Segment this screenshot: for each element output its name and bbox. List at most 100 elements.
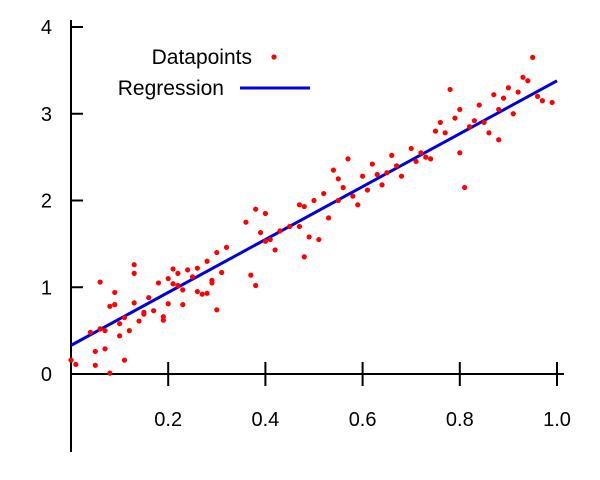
datapoint: [121, 357, 128, 363]
datapoint: [121, 315, 128, 321]
datapoint: [452, 115, 458, 121]
datapoint: [311, 197, 317, 204]
x-tick-label: 0.8: [446, 409, 474, 431]
y-ticks: 0 1 2 3 4: [41, 17, 83, 386]
datapoint: [267, 236, 273, 243]
datapoint: [442, 130, 448, 136]
datapoint: [539, 98, 546, 104]
datapoint: [515, 89, 521, 95]
datapoint: [296, 223, 303, 230]
datapoint: [306, 234, 312, 240]
x-tick-label: 0.4: [251, 409, 279, 431]
x-tick-label: 0.6: [349, 409, 377, 431]
x-tick-label: 1.0: [543, 409, 571, 431]
y-tick-label: 0: [41, 364, 52, 386]
datapoint: [408, 145, 414, 152]
datapoint: [462, 184, 468, 191]
datapoint: [248, 272, 254, 278]
datapoint: [204, 290, 210, 296]
datapoint: [384, 170, 390, 176]
datapoint: [180, 287, 186, 293]
datapoint: [68, 357, 74, 363]
datapoint: [165, 275, 171, 282]
datapoint: [379, 182, 385, 188]
datapoint: [97, 326, 103, 332]
datapoint: [496, 106, 502, 113]
datapoint: [530, 54, 536, 60]
datapoint: [466, 124, 473, 130]
datapoint: [117, 333, 123, 339]
datapoint: [136, 318, 142, 324]
datapoint: [199, 291, 205, 297]
datapoint: [151, 308, 157, 314]
datapoint: [243, 219, 249, 225]
datapoint: [301, 254, 307, 260]
datapoint: [165, 301, 171, 307]
datapoint: [180, 302, 186, 308]
datapoint: [131, 270, 137, 276]
datapoint: [262, 238, 268, 244]
datapoint: [131, 300, 137, 306]
datapoint: [170, 281, 176, 287]
legend: Datapoints Regression: [118, 46, 310, 100]
regression-layer: [70, 79, 558, 347]
datapoint: [437, 119, 443, 126]
datapoint: [394, 163, 400, 169]
datapoint: [369, 161, 375, 167]
datapoints-layer: [68, 54, 555, 376]
datapoint: [262, 210, 268, 217]
datapoint: [457, 150, 463, 156]
datapoint: [500, 95, 507, 101]
datapoint: [194, 265, 200, 271]
datapoint: [272, 247, 278, 253]
datapoint: [355, 202, 361, 208]
datapoint: [253, 206, 259, 212]
datapoint: [316, 236, 322, 243]
datapoint: [325, 215, 332, 221]
datapoint: [505, 85, 511, 91]
datapoint: [185, 267, 191, 273]
datapoint: [481, 119, 487, 126]
datapoint: [350, 193, 356, 199]
datapoint: [335, 176, 341, 182]
datapoint: [223, 244, 230, 250]
datapoint: [102, 346, 108, 352]
datapoint: [432, 128, 439, 134]
datapoint: [374, 171, 380, 178]
datapoint: [476, 102, 482, 108]
datapoint: [364, 187, 371, 193]
y-tick-label: 2: [41, 191, 52, 213]
datapoint: [496, 137, 502, 143]
datapoint: [277, 228, 283, 234]
datapoint: [423, 154, 429, 160]
datapoint: [209, 277, 215, 283]
datapoint: [175, 282, 181, 289]
regression-line: [70, 79, 558, 347]
datapoint: [413, 158, 419, 165]
datapoint: [97, 279, 103, 285]
datapoint: [321, 190, 327, 197]
x-ticks: 0.2 0.4 0.6 0.8 1.0: [154, 362, 571, 431]
datapoint: [287, 223, 293, 230]
legend-label-datapoints: Datapoints: [152, 46, 252, 69]
datapoint: [146, 295, 152, 301]
datapoint: [457, 106, 463, 113]
datapoint: [398, 173, 405, 179]
datapoint: [491, 92, 497, 98]
axes: [70, 20, 564, 452]
datapoint: [301, 203, 307, 210]
datapoint: [253, 282, 259, 289]
datapoint: [335, 197, 341, 204]
datapoint: [87, 329, 94, 335]
datapoint: [471, 118, 477, 124]
datapoint: [447, 86, 453, 93]
datapoint: [107, 303, 113, 309]
datapoint: [549, 99, 555, 106]
datapoint: [534, 93, 541, 99]
datapoint: [194, 288, 200, 295]
datapoint: [389, 152, 395, 158]
datapoint: [360, 173, 366, 179]
datapoint: [141, 311, 147, 317]
datapoint: [107, 370, 113, 376]
